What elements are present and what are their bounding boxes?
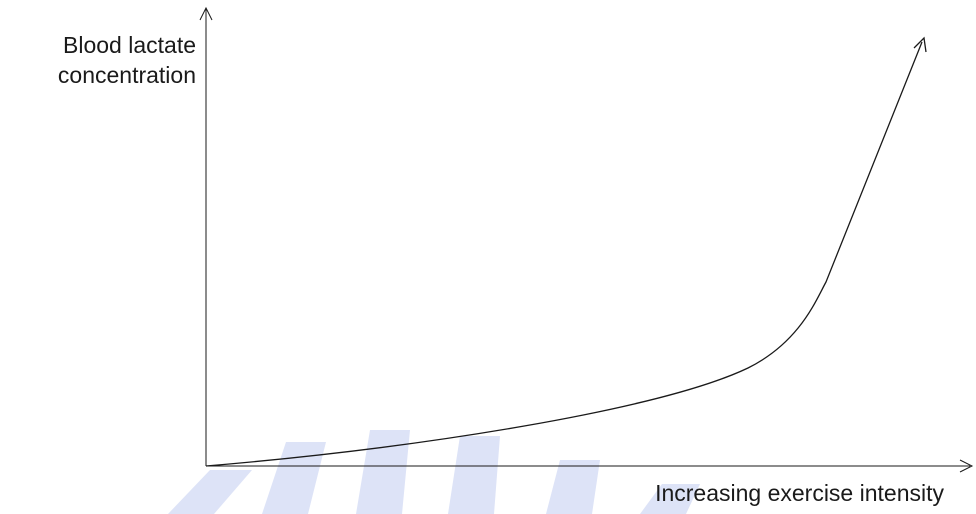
curve-arrowhead — [913, 36, 927, 53]
x-axis-label: Increasing exercise intensity — [655, 480, 944, 506]
y-axis-label-line-2: concentration — [57, 62, 196, 88]
y-axis-label-line-1: Blood lactate — [63, 32, 196, 58]
y-axis-label: Blood lactate concentration — [0, 30, 196, 90]
watermark — [168, 430, 700, 514]
x-axis-arrowhead — [959, 459, 974, 473]
lactate-curve — [205, 41, 923, 467]
y-axis-arrowhead — [199, 6, 213, 21]
